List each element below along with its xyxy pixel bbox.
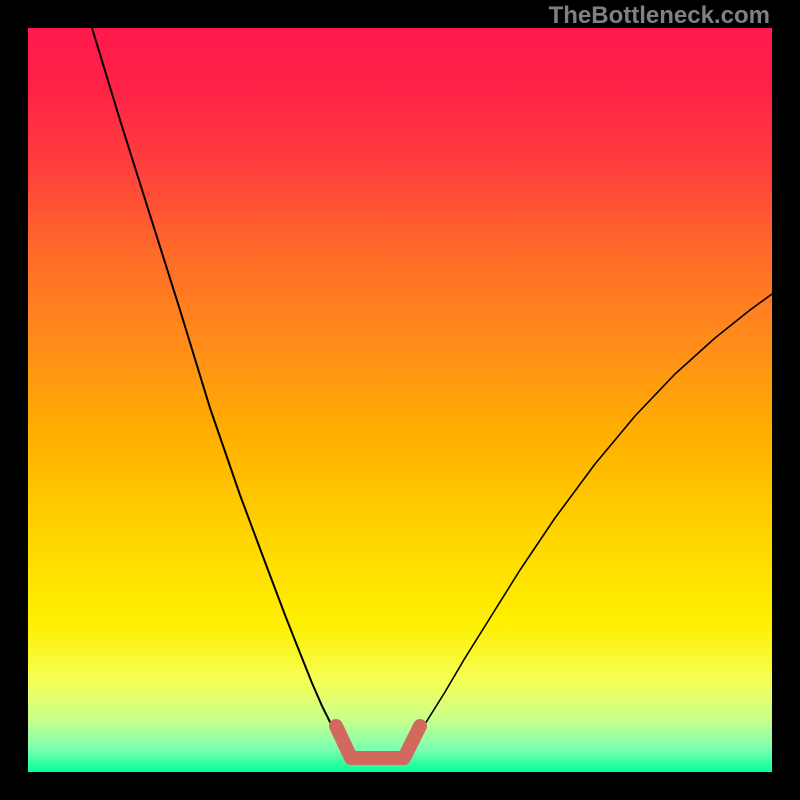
bottleneck-chart: TheBottleneck.com: [0, 0, 800, 800]
chart-svg: [0, 0, 800, 800]
bottom-marker: [336, 726, 420, 758]
curve-left: [92, 28, 341, 742]
watermark-text: TheBottleneck.com: [549, 2, 770, 30]
curve-right: [413, 294, 772, 742]
